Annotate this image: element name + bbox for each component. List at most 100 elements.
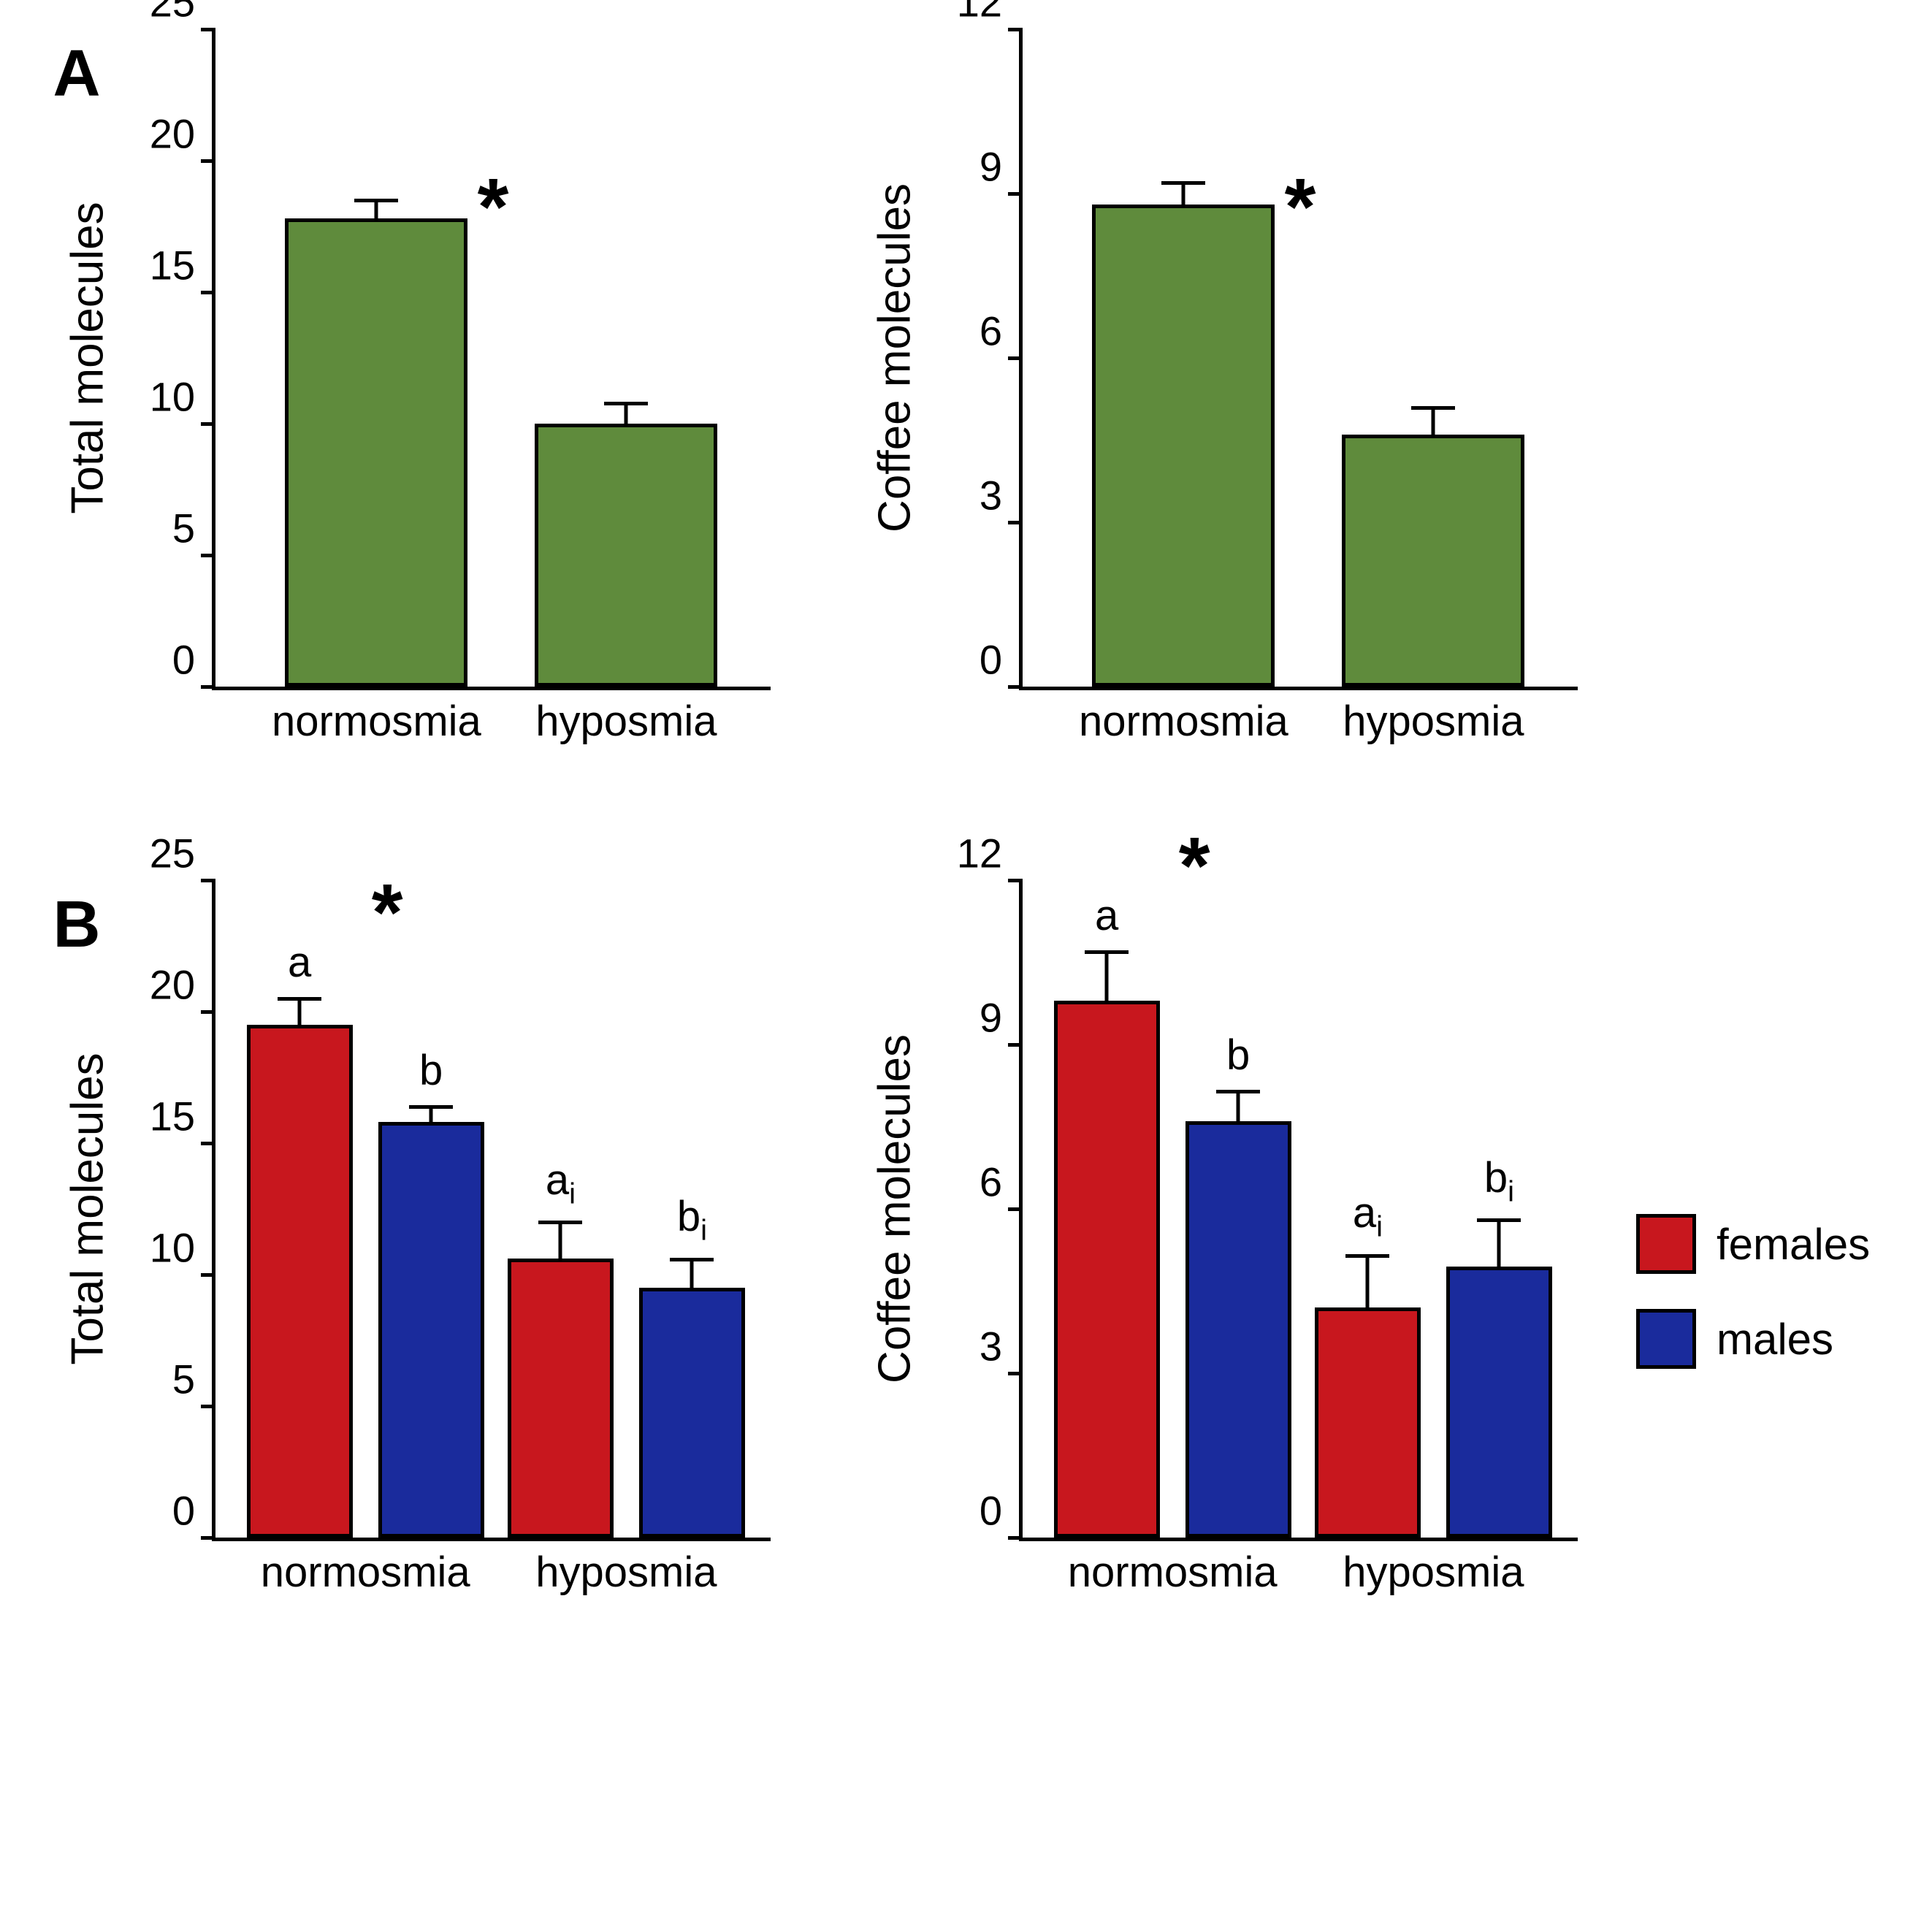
y-tick	[1008, 192, 1023, 196]
error-bar	[690, 1260, 694, 1291]
y-tick	[1008, 1043, 1023, 1047]
bar	[1054, 1001, 1160, 1538]
bar	[247, 1025, 353, 1538]
y-tick	[1008, 1207, 1023, 1211]
plot-area: 036912Coffee moleculesnormosmiahyposmia*	[1019, 29, 1578, 690]
x-tick-label: hyposmia	[535, 697, 717, 746]
y-tick	[201, 879, 215, 882]
chart: 036912Coffee moleculesnormosmiahyposmia*	[1019, 29, 1578, 690]
error-cap	[1085, 950, 1129, 954]
y-axis-title: Total molecules	[62, 1053, 114, 1364]
plot-area: 0510152025Total moleculesnormosmiahyposm…	[212, 880, 771, 1541]
significance-star: *	[478, 161, 509, 253]
error-cap	[1161, 181, 1205, 185]
y-tick-label: 0	[980, 1487, 1023, 1535]
error-bar	[1497, 1221, 1501, 1270]
error-bar	[625, 404, 628, 427]
y-axis-title: Coffee molecules	[869, 1034, 921, 1383]
y-tick-label: 0	[172, 1487, 215, 1535]
error-cap	[538, 1221, 582, 1224]
y-tick	[1008, 1536, 1023, 1540]
y-tick-label: 5	[172, 1356, 215, 1403]
error-cap	[1216, 1090, 1260, 1093]
y-tick	[1008, 1372, 1023, 1375]
legend-label: males	[1717, 1314, 1833, 1364]
chart: 0510152025Total moleculesnormosmiahyposm…	[212, 29, 771, 690]
x-tick-label: normosmia	[1079, 697, 1288, 746]
significance-star: *	[372, 866, 403, 959]
significance-star: *	[1285, 161, 1316, 253]
y-tick	[201, 1536, 215, 1540]
x-tick-label: hyposmia	[1343, 1548, 1524, 1597]
y-tick-label: 9	[980, 143, 1023, 191]
error-cap	[1345, 1254, 1389, 1258]
error-bar	[375, 201, 378, 222]
legend-item: females	[1636, 1214, 1870, 1274]
error-bar	[1182, 183, 1185, 208]
y-tick-label: 10	[150, 373, 215, 421]
y-tick-label: 20	[150, 961, 215, 1009]
x-tick-label: hyposmia	[1343, 697, 1524, 746]
error-cap	[604, 402, 648, 405]
y-axis-title: Total molecules	[62, 202, 114, 513]
error-cap	[278, 997, 321, 1001]
x-tick-label: normosmia	[1068, 1548, 1278, 1597]
y-tick-label: 12	[957, 830, 1023, 877]
y-tick	[201, 291, 215, 294]
figure-root: A0510152025Total moleculesnormosmiahypos…	[29, 29, 1903, 1884]
bar-annotation: bi	[1484, 1153, 1514, 1209]
y-tick-label: 25	[150, 830, 215, 877]
chart: 036912Coffee moleculesnormosmiahyposmiaa…	[1019, 880, 1578, 1541]
panel-row-A: A0510152025Total moleculesnormosmiahypos…	[29, 29, 1903, 690]
y-tick	[201, 159, 215, 163]
y-tick-label: 9	[980, 994, 1023, 1042]
y-tick	[201, 685, 215, 689]
panel-row-B: B 0510152025Total moleculesnormosmiahypos…	[29, 880, 1903, 1541]
panel-label: B	[29, 880, 124, 963]
bar	[1315, 1307, 1421, 1538]
legend-label: females	[1717, 1219, 1870, 1269]
bar	[1092, 205, 1275, 687]
significance-star: *	[1179, 820, 1210, 912]
bar	[1342, 435, 1524, 687]
plot-area: 036912Coffee moleculesnormosmiahyposmiaa…	[1019, 880, 1578, 1541]
y-tick	[201, 1142, 215, 1145]
y-tick	[201, 1273, 215, 1277]
legend-item: males	[1636, 1309, 1870, 1369]
y-tick-label: 5	[172, 505, 215, 552]
y-tick-label: 0	[980, 636, 1023, 684]
error-bar	[559, 1223, 562, 1262]
y-tick-label: 6	[980, 1158, 1023, 1206]
legend-swatch	[1636, 1309, 1696, 1369]
y-tick	[1008, 356, 1023, 360]
x-tick-label: hyposmia	[535, 1548, 717, 1597]
error-bar	[1432, 408, 1435, 438]
y-tick-label: 15	[150, 1093, 215, 1140]
error-bar	[1366, 1256, 1370, 1311]
bar	[1446, 1267, 1552, 1538]
legend-swatch	[1636, 1214, 1696, 1274]
error-cap	[1411, 406, 1455, 410]
chart: 0510152025Total moleculesnormosmiahyposm…	[212, 880, 771, 1541]
bar-annotation: b	[419, 1046, 443, 1095]
y-tick	[201, 28, 215, 31]
bar	[378, 1122, 484, 1538]
bar-annotation: bi	[677, 1192, 707, 1248]
error-cap	[409, 1105, 453, 1109]
plot-area: 0510152025Total moleculesnormosmiahyposm…	[212, 29, 771, 690]
error-cap	[670, 1258, 714, 1261]
y-axis-title: Coffee molecules	[869, 183, 921, 532]
y-tick-label: 20	[150, 110, 215, 158]
y-tick	[1008, 685, 1023, 689]
bar-annotation: b	[1226, 1031, 1250, 1080]
y-tick-label: 3	[980, 472, 1023, 519]
y-tick	[1008, 521, 1023, 524]
bar-annotation: a	[1095, 891, 1118, 940]
bar	[285, 218, 467, 687]
error-bar	[298, 999, 302, 1028]
error-bar	[1105, 952, 1109, 1004]
y-tick-label: 10	[150, 1224, 215, 1272]
y-tick-label: 12	[957, 0, 1023, 26]
error-cap	[1477, 1218, 1521, 1222]
error-cap	[354, 199, 398, 202]
